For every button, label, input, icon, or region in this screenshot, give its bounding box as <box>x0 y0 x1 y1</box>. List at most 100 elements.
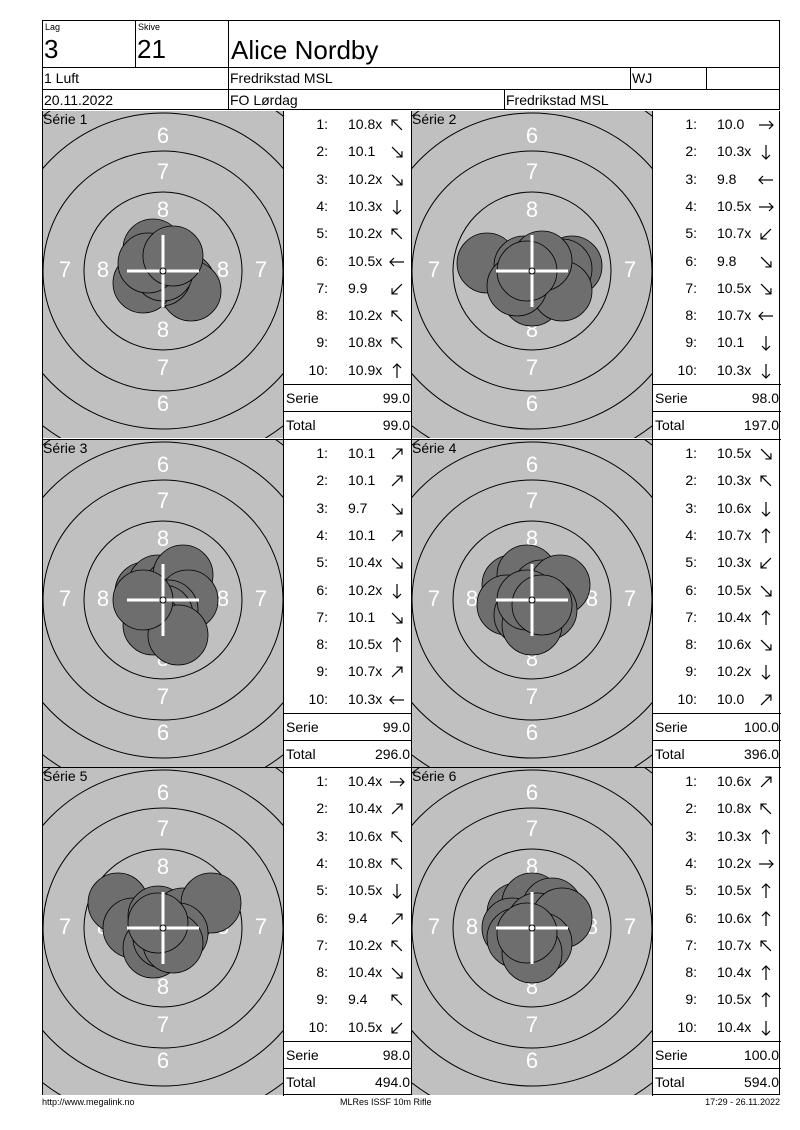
shot-score: 10.1 <box>348 472 376 489</box>
skive-cell: Skive 21 <box>136 21 229 68</box>
shot-number: 2: <box>316 143 328 160</box>
shot-row: 2: 10.1 <box>284 138 412 165</box>
direction-arrow-icon <box>388 829 406 845</box>
ring-number: 7 <box>526 816 538 841</box>
total-sum: Total 494.0 <box>284 1068 412 1095</box>
ring-number: 6 <box>157 1048 169 1073</box>
shot-number: 10: <box>677 1018 697 1035</box>
shot-number: 8: <box>316 964 328 981</box>
shot-number: 5: <box>685 882 697 899</box>
shot-row: 1: 10.5x <box>653 440 781 467</box>
target-image: 6 7 8 6 7 8 7 8 7 8 Série 4 <box>412 440 653 768</box>
direction-arrow-icon <box>388 117 406 133</box>
category-text: WJ <box>632 70 653 86</box>
total-sum-value: 99.0 <box>382 417 410 433</box>
shot-list: 1: 10.6x 2: 10.8x 3: 10.3x 4: 10.2x 5: 10.5x 6: 10.… <box>653 768 781 1096</box>
shot-number: 10: <box>308 1018 328 1035</box>
ring-number: 7 <box>157 355 169 380</box>
direction-arrow-icon <box>757 938 775 954</box>
total-sum-label: Total <box>655 417 685 433</box>
shot-score: 10.3x <box>348 197 383 214</box>
ring-number: 7 <box>624 586 636 611</box>
shot-list: 1: 10.8x 2: 10.1 3: 10.2x 4: 10.3x 5: 10.2x 6: 10.5… <box>284 111 412 439</box>
shot-row: 8: 10.6x <box>653 631 781 658</box>
shot-score: 9.7 <box>348 499 368 516</box>
serie-sum-label: Serie <box>286 390 319 406</box>
shot-score: 10.4x <box>348 964 383 981</box>
ring-number: 8 <box>157 526 169 551</box>
direction-arrow-icon <box>757 965 775 981</box>
shot-list: 1: 10.0 2: 10.3x 3: 9.8 4: 10.5x 5: 10.7x 6: 9.8 7: 1… <box>653 111 781 439</box>
footer-url[interactable]: http://www.megalink.no <box>42 1097 135 1107</box>
shot-row: 9: 10.7x <box>284 658 412 685</box>
shot-row: 9: 10.2x <box>653 658 781 685</box>
shot-score: 10.5x <box>348 252 383 269</box>
ring-number: 6 <box>526 1048 538 1073</box>
shot-number: 8: <box>316 307 328 324</box>
direction-arrow-icon <box>757 1020 775 1036</box>
direction-arrow-icon <box>757 308 775 324</box>
shot-score: 10.1 <box>348 608 376 625</box>
direction-arrow-icon <box>757 117 775 133</box>
shot-row: 5: 10.4x <box>284 549 412 576</box>
shot-row: 6: 10.5x <box>653 577 781 604</box>
shot-score: 10.3x <box>717 143 752 160</box>
direction-arrow-icon <box>757 254 775 270</box>
shot-score: 10.6x <box>717 909 752 926</box>
direction-arrow-icon <box>388 281 406 297</box>
shot-number: 4: <box>685 526 697 543</box>
direction-arrow-icon <box>757 226 775 242</box>
shot-number: 7: <box>685 608 697 625</box>
shot-row: 8: 10.4x <box>284 959 412 986</box>
shot-score: 10.7x <box>717 526 752 543</box>
shot-score: 10.1 <box>348 526 376 543</box>
total-sum-value: 594.0 <box>743 1074 779 1090</box>
shot-row: 2: 10.1 <box>284 467 412 494</box>
shot-score: 10.4x <box>717 964 752 981</box>
name-cell: Alice Nordby <box>229 21 779 68</box>
shot-row: 1: 10.6x <box>653 768 781 795</box>
ring-number: 6 <box>157 780 169 805</box>
ring-number: 7 <box>624 257 636 282</box>
direction-arrow-icon <box>757 446 775 462</box>
shot-number: 7: <box>685 936 697 953</box>
shot-hole <box>142 225 204 287</box>
shot-number: 6: <box>685 252 697 269</box>
serie-sum: Serie 100.0 <box>653 713 781 740</box>
series-title: Série 1 <box>43 111 88 127</box>
serie-sum-value: 99.0 <box>382 390 410 406</box>
shot-number: 2: <box>685 472 697 489</box>
shot-number: 1: <box>316 116 328 132</box>
shot-list: 1: 10.4x 2: 10.4x 3: 10.6x 4: 10.8x 5: 10.5x 6: 9.4… <box>284 768 412 1096</box>
direction-arrow-icon <box>388 774 406 790</box>
shooter-name: Alice Nordby <box>231 35 379 65</box>
shot-row: 7: 10.4x <box>653 604 781 631</box>
serie-sum: Serie 99.0 <box>284 713 412 740</box>
total-sum-label: Total <box>286 1074 316 1090</box>
shot-row: 2: 10.3x <box>653 138 781 165</box>
shot-row: 5: 10.5x <box>284 877 412 904</box>
ring-number: 7 <box>428 914 440 939</box>
header: Lag 3 Skive 21 Alice Nordby 1 Luft Fredr… <box>42 20 780 110</box>
shot-row: 6: 10.2x <box>284 577 412 604</box>
date-text: 20.11.2022 <box>44 92 114 108</box>
shot-score: 9.9 <box>348 279 368 296</box>
ring-number: 6 <box>526 123 538 148</box>
shot-score: 10.9x <box>348 361 383 378</box>
shot-row: 10: 10.9x <box>284 357 412 384</box>
ring-number: 7 <box>255 257 267 282</box>
direction-arrow-icon <box>757 583 775 599</box>
serie-sum-label: Serie <box>655 390 688 406</box>
shot-row: 4: 10.2x <box>653 850 781 877</box>
competition-text: FO Lørdag <box>230 92 298 108</box>
direction-arrow-icon <box>388 308 406 324</box>
ring-number: 7 <box>59 914 71 939</box>
lag-value: 3 <box>44 34 59 64</box>
direction-arrow-icon <box>757 199 775 215</box>
target-image: 6 7 8 6 7 8 7 8 7 8 Série 6 <box>412 768 653 1096</box>
shot-score: 10.2x <box>348 581 383 598</box>
shot-score: 10.7x <box>717 307 752 324</box>
shot-row: 1: 10.8x <box>284 111 412 138</box>
